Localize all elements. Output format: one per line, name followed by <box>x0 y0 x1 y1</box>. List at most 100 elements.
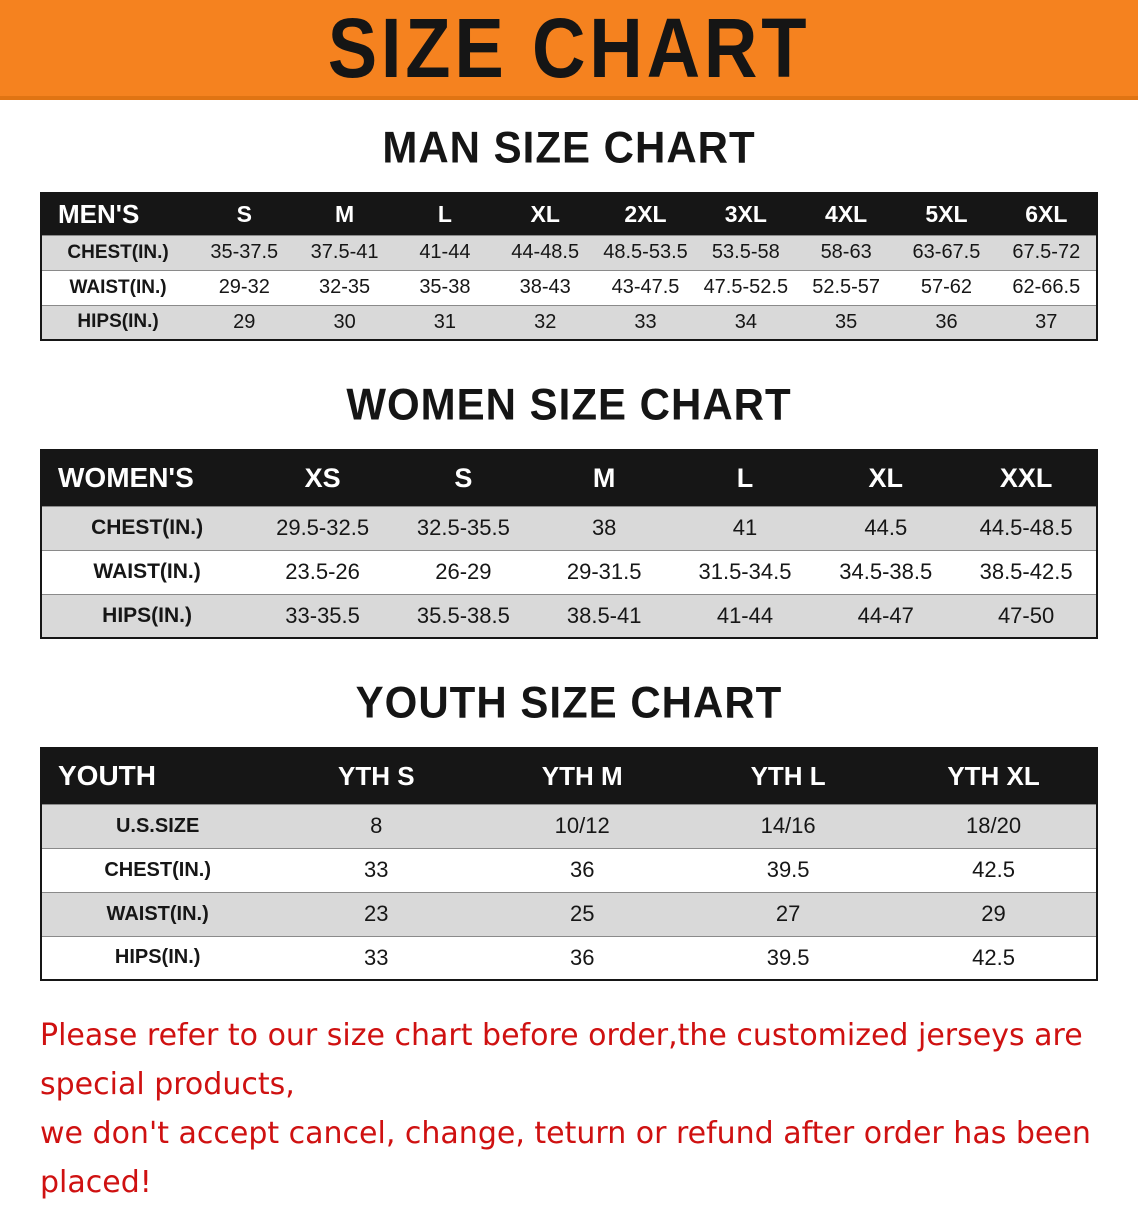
size-value: 36 <box>569 944 595 970</box>
size-value: 32.5-35.5 <box>416 515 510 540</box>
table-row: WAIST(IN.) 23.5-26 26-29 29-31.5 31.5-34.5 34… <box>41 550 1097 594</box>
table-row: U.S.SIZE 8 10/12 14/16 18/20 <box>41 804 1097 848</box>
size-column-header: XS <box>252 450 393 506</box>
size-value: 31 <box>433 310 457 333</box>
disclaimer-line-1: Please refer to our size chart before or… <box>40 1018 1083 1102</box>
size-column-header: S <box>392 450 534 506</box>
size-value: 27 <box>775 901 801 926</box>
size-value: 44-47 <box>857 602 914 628</box>
size-value: 23.5-26 <box>285 559 360 584</box>
size-column-header: YTH L <box>685 748 892 804</box>
size-value: 53.5-58 <box>711 241 780 263</box>
size-value: 52.5-57 <box>812 276 881 298</box>
size-value: 41-44 <box>419 241 471 263</box>
size-chart-banner: SIZE CHART <box>0 0 1138 100</box>
size-column-header: YTH XL <box>891 748 1097 804</box>
size-value: 47-50 <box>997 602 1055 628</box>
youth-size-chart-heading: YOUTH SIZE CHART <box>355 677 783 728</box>
size-value: 33 <box>364 857 389 882</box>
measurement-label: CHEST(IN.) <box>91 516 204 539</box>
size-value: 29-32 <box>218 276 270 298</box>
size-column-header: YTH M <box>479 748 686 804</box>
size-column-header: XL <box>495 193 596 235</box>
measurement-label: CHEST(IN.) <box>67 241 169 263</box>
measurement-label: WAIST(IN.) <box>93 560 201 583</box>
size-value: 10/12 <box>554 813 610 838</box>
size-column-header: XL <box>815 450 957 506</box>
measurement-label: CHEST(IN.) <box>104 858 211 881</box>
size-value: 34 <box>734 310 757 333</box>
size-value: 58-63 <box>820 241 872 263</box>
men-size-table: MEN'S S M L XL 2XL 3XL 4XL 5XL 6XL CHEST(IN.) 35-37… <box>40 192 1098 341</box>
table-row: CHEST(IN.) 29.5-32.5 32.5-35.5 38 41 44.5 44.5… <box>41 506 1097 550</box>
size-value: 23 <box>364 901 389 926</box>
women-size-table: WOMEN'S XS S M L XL XXL CHEST(IN.) 29.5-32.5 32.5… <box>40 449 1098 639</box>
measurement-label: HIPS(IN.) <box>77 311 159 333</box>
size-value: 48.5-53.5 <box>603 241 688 263</box>
size-value: 39.5 <box>766 857 810 882</box>
size-value: 32-35 <box>319 276 371 298</box>
size-column-header: 3XL <box>695 193 796 235</box>
size-value: 33 <box>634 310 657 333</box>
table-row: WAIST(IN.) 23 25 27 29 <box>41 892 1097 936</box>
measurement-label: HIPS(IN.) <box>114 946 201 969</box>
size-value: 39.5 <box>766 944 810 970</box>
size-value: 42.5 <box>972 857 1015 882</box>
table-group-label: WOMEN'S <box>41 450 253 506</box>
size-value: 29 <box>233 310 256 333</box>
size-value: 38.5-41 <box>566 602 642 628</box>
size-value: 14/16 <box>760 813 816 838</box>
size-value: 37 <box>1035 310 1058 333</box>
table-group-label: YOUTH <box>41 748 274 804</box>
size-column-header: 4XL <box>795 193 897 235</box>
size-value: 29 <box>981 901 1006 926</box>
size-value: 38 <box>591 515 617 540</box>
size-column-header: L <box>394 193 496 235</box>
youth-size-table: YOUTH YTH S YTH M YTH L YTH XL U.S.SIZE 8 10/12… <box>40 747 1098 981</box>
size-value: 42.5 <box>972 944 1015 970</box>
size-column-header: 5XL <box>896 193 997 235</box>
disclaimer-line-2: we don't accept cancel, change, teturn o… <box>40 1116 1091 1200</box>
women-size-table-wrap: WOMEN'S XS S M L XL XXL CHEST(IN.) 29.5-32.5 32.5… <box>40 449 1098 639</box>
size-value: 26-29 <box>435 559 492 584</box>
men-size-table-wrap: MEN'S S M L XL 2XL 3XL 4XL 5XL 6XL CHEST(IN.) 35-37… <box>40 192 1098 341</box>
measurement-label: WAIST(IN.) <box>69 276 167 298</box>
size-value: 63-67.5 <box>912 241 981 263</box>
size-value: 30 <box>333 310 356 333</box>
size-value: 32 <box>534 310 557 333</box>
size-value: 44.5 <box>864 515 908 540</box>
table-row: HIPS(IN.) 33-35.5 35.5-38.5 38.5-41 41-44 44-… <box>41 594 1097 638</box>
size-value: 29-31.5 <box>566 559 642 584</box>
size-value: 25 <box>569 901 595 926</box>
size-column-header: 6XL <box>996 193 1097 235</box>
size-value: 35.5-38.5 <box>416 602 510 628</box>
table-row: CHEST(IN.) 35-37.5 37.5-41 41-44 44-48.5 48.5… <box>41 235 1097 270</box>
size-value: 35-38 <box>419 276 471 298</box>
size-value: 36 <box>569 857 595 882</box>
size-column-header: M <box>533 450 675 506</box>
size-value: 57-62 <box>920 276 973 298</box>
size-value: 33 <box>364 944 389 970</box>
size-value: 31.5-34.5 <box>698 559 792 584</box>
table-header-row: MEN'S S M L XL 2XL 3XL 4XL 5XL 6XL <box>41 193 1097 235</box>
size-value: 35-37.5 <box>210 241 279 263</box>
table-header-row: YOUTH YTH S YTH M YTH L YTH XL <box>41 748 1097 804</box>
size-value: 62-66.5 <box>1012 276 1081 298</box>
size-value: 33-35.5 <box>285 602 360 628</box>
table-row: HIPS(IN.) 33 36 39.5 42.5 <box>41 936 1097 980</box>
size-value: 29.5-32.5 <box>276 515 370 540</box>
size-value: 38.5-42.5 <box>979 559 1073 584</box>
measurement-label: HIPS(IN.) <box>102 603 193 627</box>
size-value: 43-47.5 <box>611 276 680 298</box>
youth-size-table-wrap: YOUTH YTH S YTH M YTH L YTH XL U.S.SIZE 8 10/12… <box>40 747 1098 981</box>
size-value: 35 <box>835 310 858 333</box>
size-value: 41-44 <box>716 602 774 628</box>
size-value: 44-48.5 <box>511 241 580 263</box>
size-column-header: S <box>194 193 295 235</box>
size-value: 18/20 <box>966 813 1022 838</box>
size-value: 36 <box>935 310 958 333</box>
size-value: 47.5-52.5 <box>703 276 789 298</box>
size-value: 37.5-41 <box>310 241 379 263</box>
table-row: WAIST(IN.) 29-32 32-35 35-38 38-43 43-47.5 47.… <box>41 270 1097 305</box>
size-value: 44.5-48.5 <box>979 515 1073 540</box>
